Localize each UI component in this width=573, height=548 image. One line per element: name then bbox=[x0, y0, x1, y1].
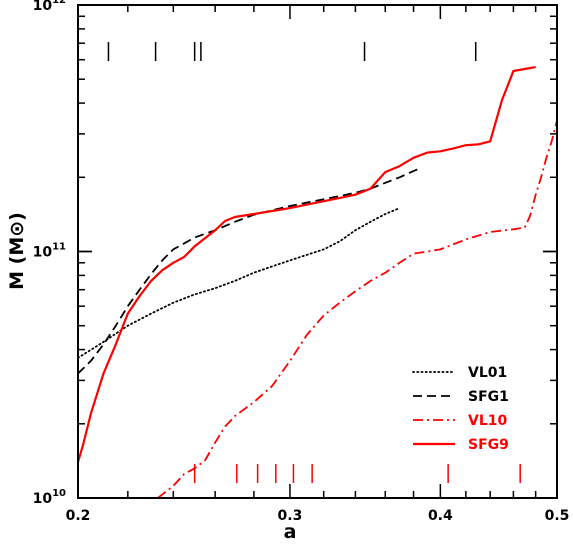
series-lines bbox=[76, 66, 558, 499]
y-tick-exponent: 12 bbox=[52, 0, 66, 6]
y-tick-label: 1010 bbox=[33, 488, 66, 507]
x-tick-label: 0.5 bbox=[545, 508, 570, 524]
series-line-vl01 bbox=[77, 207, 401, 359]
legend-label: SFG9 bbox=[468, 437, 509, 453]
legend: VL01 SFG1 VL10 SFG9 bbox=[412, 365, 509, 453]
y-tick-label: 1011 bbox=[33, 242, 66, 261]
y-axis-label: M (M⊙) bbox=[6, 212, 28, 290]
y-tick-label: 1012 bbox=[33, 0, 66, 14]
x-axis-label: a bbox=[284, 521, 297, 543]
series-line-sfg9 bbox=[76, 66, 536, 463]
x-tick-label: 0.3 bbox=[278, 508, 303, 524]
legend-label: VL10 bbox=[468, 413, 507, 429]
x-tick-label: 0.2 bbox=[66, 508, 91, 524]
legend-label: VL01 bbox=[468, 365, 507, 381]
x-tick-label: 0.4 bbox=[428, 508, 453, 524]
plot-frame bbox=[77, 4, 558, 499]
y-tick-exponent: 11 bbox=[52, 242, 66, 253]
axis-ticks bbox=[77, 4, 558, 499]
tick-marker-rows bbox=[107, 42, 521, 483]
series-line-sfg1 bbox=[77, 167, 421, 375]
x-tick-labels: 0.2 0.3 0.4 0.5 bbox=[66, 508, 570, 524]
legend-label: SFG1 bbox=[468, 389, 509, 405]
y-tick-exponent: 10 bbox=[52, 488, 66, 499]
